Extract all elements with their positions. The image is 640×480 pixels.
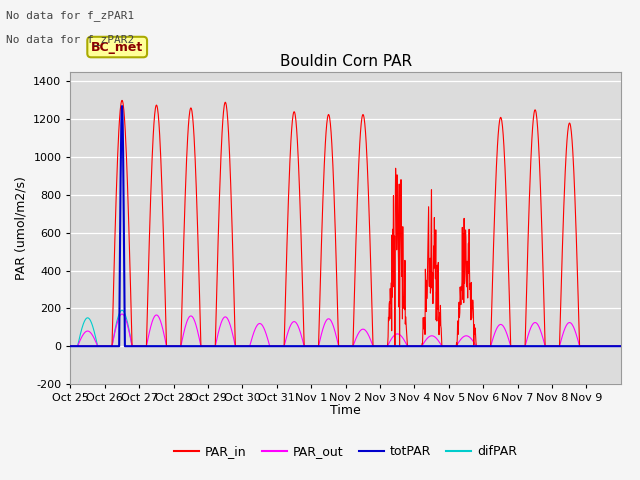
X-axis label: Time: Time xyxy=(330,405,361,418)
Text: BC_met: BC_met xyxy=(91,40,143,54)
Text: No data for f_zPAR2: No data for f_zPAR2 xyxy=(6,34,134,45)
Title: Bouldin Corn PAR: Bouldin Corn PAR xyxy=(280,54,412,70)
Legend: PAR_in, PAR_out, totPAR, difPAR: PAR_in, PAR_out, totPAR, difPAR xyxy=(169,440,522,463)
Y-axis label: PAR (umol/m2/s): PAR (umol/m2/s) xyxy=(15,176,28,280)
Text: No data for f_zPAR1: No data for f_zPAR1 xyxy=(6,10,134,21)
